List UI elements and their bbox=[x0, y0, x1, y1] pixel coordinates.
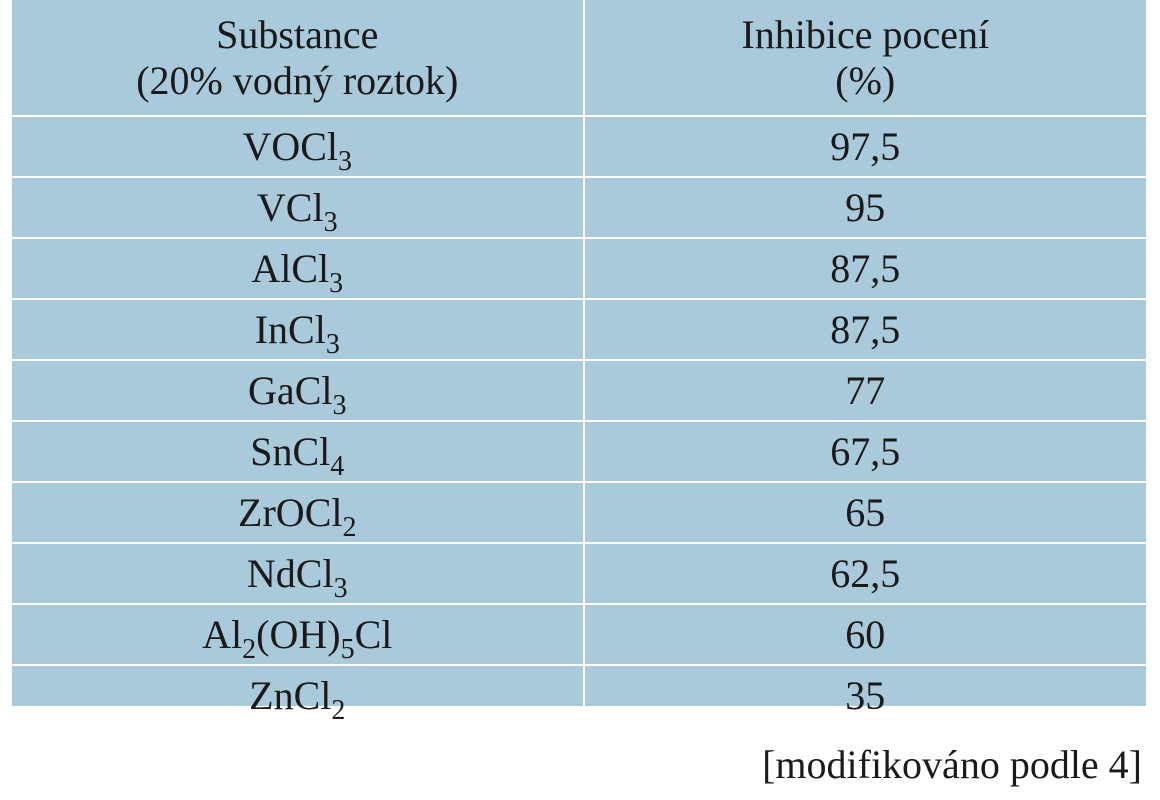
formula-text: VCl bbox=[256, 184, 324, 230]
table-row: InCl3 87,5 bbox=[12, 298, 1146, 360]
substance-cell: SnCl4 bbox=[12, 420, 584, 482]
inhibition-table: Substance (20% vodný roztok) Inhibice po… bbox=[12, 0, 1146, 725]
inhibition-header-line1: Inhibice pocení bbox=[741, 11, 990, 57]
inhibition-value-cell: 65 bbox=[582, 481, 1146, 543]
substance-cell: VCl3 bbox=[12, 176, 584, 238]
formula-text: ZnCl bbox=[249, 672, 332, 718]
inhibition-value-cell: 67,5 bbox=[582, 420, 1146, 482]
inhibition-value-cell: 35 bbox=[582, 664, 1146, 725]
substance-cell: GaCl3 bbox=[12, 359, 584, 421]
inhibition-value-cell: 87,5 bbox=[582, 237, 1146, 299]
inhibition-table-container: Substance (20% vodný roztok) Inhibice po… bbox=[12, 0, 1146, 725]
inhibition-value-cell: 77 bbox=[582, 359, 1146, 421]
table-body: VOCl3 97,5 VCl3 95 AlCl3 87,5 InCl3 87,5 GaCl3 77… bbox=[12, 116, 1146, 725]
formula-subscript: 2 bbox=[331, 694, 346, 726]
table-row: ZnCl2 35 bbox=[12, 664, 1146, 726]
formula-text: NdCl bbox=[246, 550, 334, 596]
substance-cell: ZnCl2 bbox=[12, 664, 584, 726]
formula-subscript: 2 bbox=[242, 633, 257, 665]
substance-cell: NdCl3 bbox=[12, 542, 584, 604]
formula-text: GaCl bbox=[248, 367, 333, 413]
table-row: AlCl3 87,5 bbox=[12, 237, 1146, 299]
formula-subscript: 3 bbox=[323, 206, 338, 238]
formula-subscript: 3 bbox=[333, 572, 348, 604]
formula-subscript: 5 bbox=[340, 633, 355, 665]
formula-subscript: 3 bbox=[329, 267, 344, 299]
table-row: ZrOCl2 65 bbox=[12, 481, 1146, 543]
inhibition-value-cell: 97,5 bbox=[582, 116, 1146, 177]
substance-column-header: Substance (20% vodný roztok) bbox=[12, 0, 584, 117]
inhibition-column-header: Inhibice pocení (%) bbox=[582, 0, 1146, 117]
substance-cell: VOCl3 bbox=[12, 116, 584, 177]
substance-cell: AlCl3 bbox=[12, 237, 584, 299]
formula-text: ZrOCl bbox=[238, 489, 343, 535]
inhibition-header-line2: (%) bbox=[835, 57, 896, 103]
table-row: NdCl3 62,5 bbox=[12, 542, 1146, 604]
substance-cell: Al2(OH)5Cl bbox=[12, 603, 584, 665]
formula-text: Cl bbox=[354, 611, 393, 657]
formula-text: (OH) bbox=[256, 611, 341, 657]
table-row: VOCl3 97,5 bbox=[12, 116, 1146, 177]
substance-header-line2: (20% vodný roztok) bbox=[136, 57, 459, 103]
formula-subscript: 3 bbox=[338, 145, 353, 177]
formula-text: AlCl bbox=[251, 245, 330, 291]
inhibition-value-cell: 87,5 bbox=[582, 298, 1146, 360]
table-row: Al2(OH)5Cl 60 bbox=[12, 603, 1146, 665]
table-header-row: Substance (20% vodný roztok) Inhibice po… bbox=[12, 0, 1146, 117]
table-row: VCl3 95 bbox=[12, 176, 1146, 238]
formula-text: VOCl bbox=[242, 123, 339, 169]
substance-cell: InCl3 bbox=[12, 298, 584, 360]
formula-subscript: 3 bbox=[332, 389, 347, 421]
inhibition-value-cell: 60 bbox=[582, 603, 1146, 665]
formula-subscript: 4 bbox=[330, 450, 345, 482]
substance-header-line1: Substance bbox=[216, 11, 379, 57]
source-note: [modifikováno podle 4] bbox=[762, 742, 1142, 787]
table-row: SnCl4 67,5 bbox=[12, 420, 1146, 482]
inhibition-value-cell: 62,5 bbox=[582, 542, 1146, 604]
formula-text: Al bbox=[202, 611, 243, 657]
formula-subscript: 3 bbox=[325, 328, 340, 360]
formula-text: InCl bbox=[254, 306, 326, 352]
table-row: GaCl3 77 bbox=[12, 359, 1146, 421]
formula-text: SnCl bbox=[250, 428, 331, 474]
formula-subscript: 2 bbox=[342, 511, 357, 543]
substance-cell: ZrOCl2 bbox=[12, 481, 584, 543]
inhibition-value-cell: 95 bbox=[582, 176, 1146, 238]
